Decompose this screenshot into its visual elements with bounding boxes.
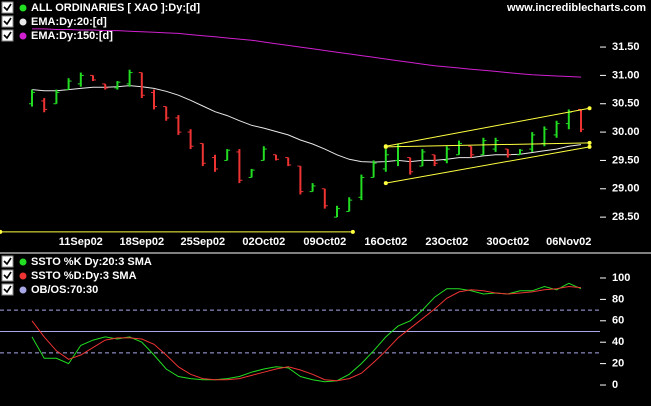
trendline [385, 142, 590, 148]
trendline-end [383, 144, 388, 149]
ema-line [32, 28, 582, 78]
trendline-end [383, 181, 388, 186]
trendline [385, 146, 590, 184]
checkbox[interactable] [1, 15, 14, 28]
x-tick-label: 09Oct02 [303, 236, 346, 248]
y-tick-label: 28.50 [612, 211, 640, 223]
source: www.incrediblecharts.com [506, 2, 646, 14]
legend-label: OB/OS:70:30 [31, 284, 98, 296]
x-tick-label: 25Sep02 [180, 236, 225, 248]
y-tick-label: 40 [612, 336, 624, 348]
y-tick-label: 31.50 [612, 41, 640, 53]
x-tick-label: 18Sep02 [119, 236, 164, 248]
x-tick-label: 23Oct02 [425, 236, 468, 248]
checkbox[interactable] [1, 255, 14, 268]
checkboxes[interactable] [1, 1, 14, 296]
legend-label: EMA:Dy:20:[d] [31, 16, 107, 28]
checkbox[interactable] [1, 29, 14, 42]
legend-dot [19, 286, 27, 294]
checkbox[interactable] [1, 269, 14, 282]
y-tick-label: 29.50 [612, 154, 640, 166]
legend-label: ALL ORDINARIES [ XAO ]:Dy:[d] [31, 2, 200, 14]
trendline-end [350, 229, 355, 234]
trendline-end [587, 140, 592, 145]
legend-label: SSTO %K Dy:20:3 SMA [31, 256, 152, 268]
y-tick-label: 30.50 [612, 98, 640, 110]
y-tick-label: 80 [612, 293, 624, 305]
y-tick-label: 30.00 [612, 126, 640, 138]
x-tick-label: 11Sep02 [59, 236, 103, 248]
checkbox[interactable] [1, 283, 14, 296]
legend-dot [19, 32, 27, 40]
y-tick-label: 0 [612, 379, 618, 391]
y-tick-label: 31.00 [612, 69, 640, 81]
trendline-end [0, 229, 3, 234]
legend-dot [19, 4, 27, 12]
x-tick-label: 06Nov02 [546, 236, 591, 248]
trendline-end [587, 144, 592, 149]
oscillator-line [31, 285, 582, 382]
legend-dot [19, 18, 27, 26]
legend-dot [19, 258, 27, 266]
trendline [385, 107, 590, 147]
y-tick-label: 29.00 [612, 183, 640, 195]
trendline-end [587, 106, 592, 111]
y-tick-label: 100 [612, 272, 630, 284]
x-tick-label: 16Oct02 [364, 236, 407, 248]
x-tick-label: 30Oct02 [486, 236, 529, 248]
ema-line [31, 85, 582, 163]
checkbox[interactable] [1, 1, 14, 14]
y-tick-label: 60 [612, 315, 624, 327]
x-tick-label: 02Oct02 [242, 236, 285, 248]
legend-dot [19, 272, 27, 280]
legend-label: SSTO %D:Dy:3 SMA [31, 270, 137, 282]
legend-label: EMA:Dy:150:[d] [31, 30, 113, 42]
y-tick-label: 20 [612, 358, 624, 370]
